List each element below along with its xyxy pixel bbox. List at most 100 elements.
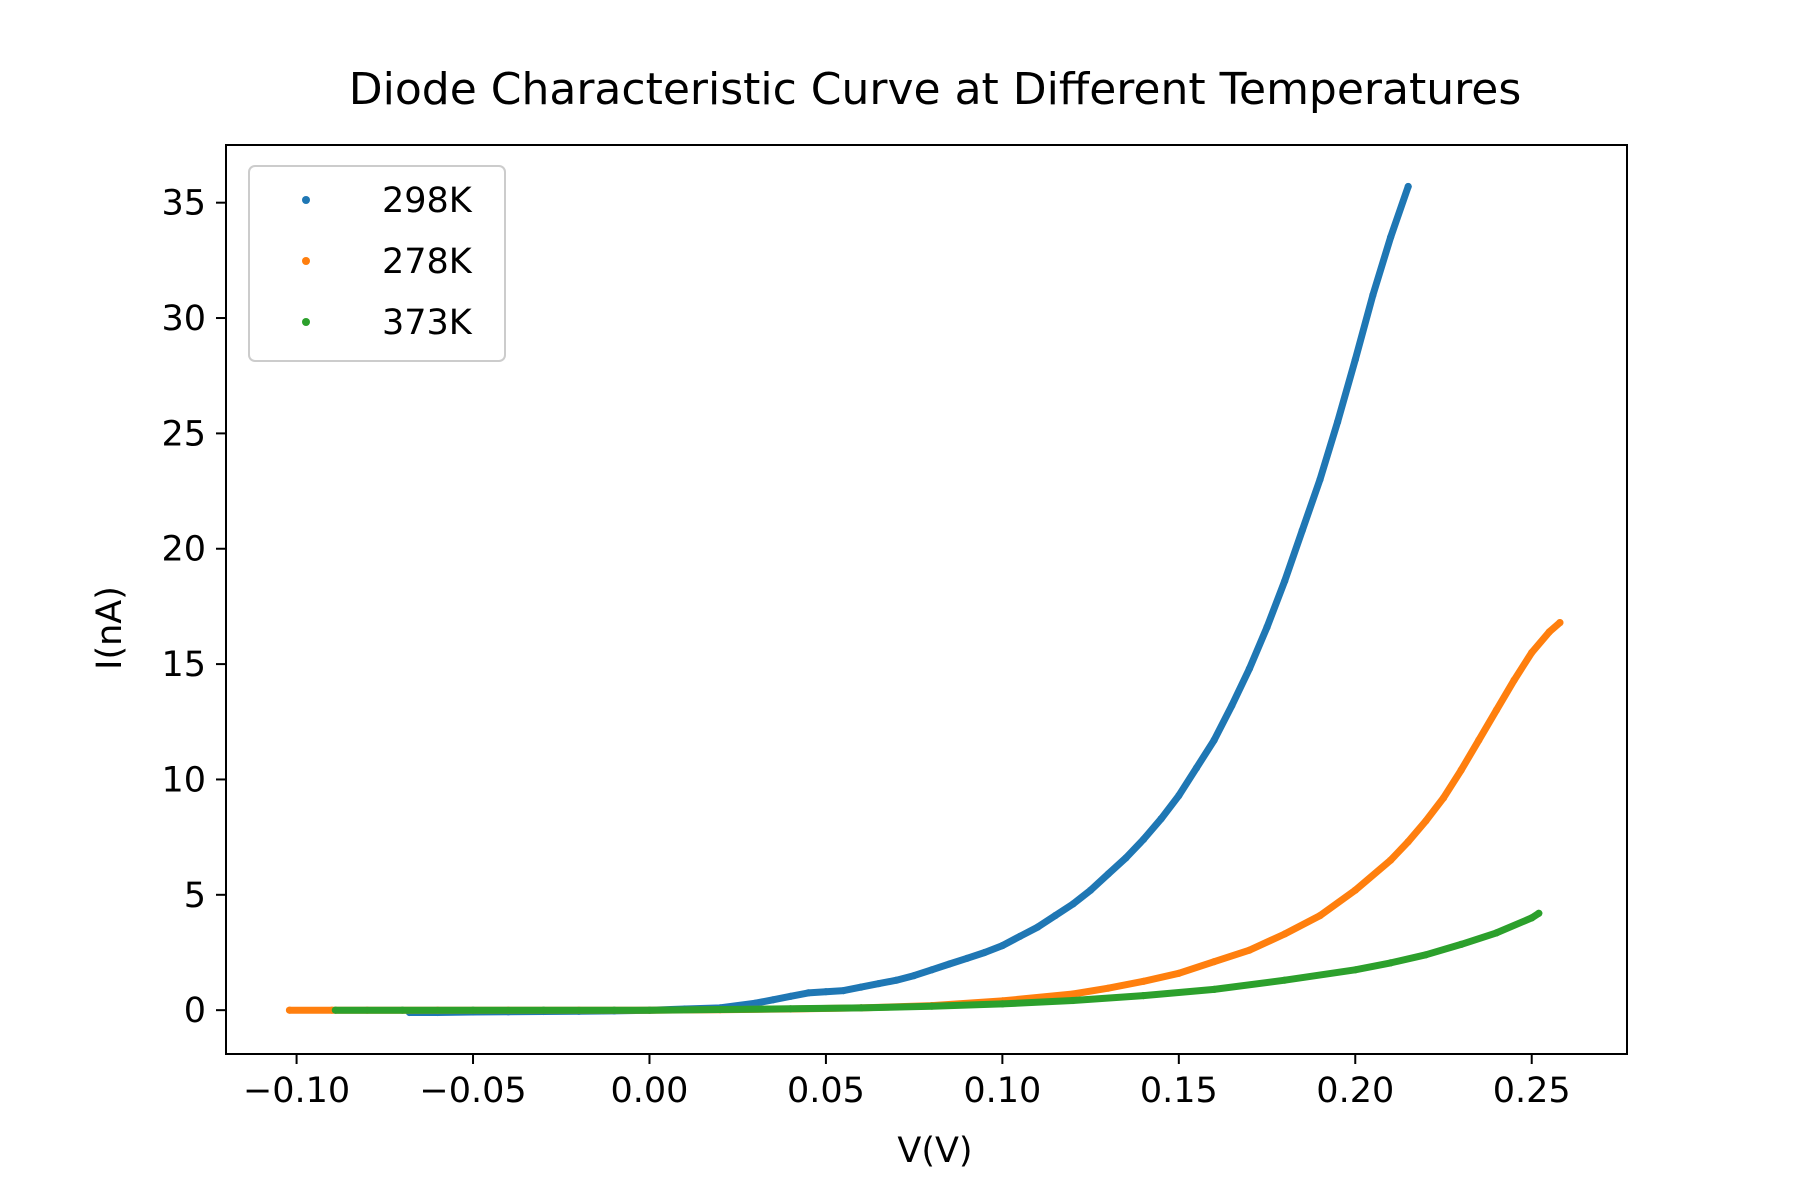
data-point [1528,649,1536,657]
data-point [1210,958,1218,966]
x-tick-label: 0.15 [1140,1071,1218,1111]
data-point [1139,835,1148,844]
data-point [1034,923,1042,931]
data-point [1556,619,1564,627]
y-tick-label: 20 [161,530,206,570]
data-point [928,966,936,974]
data-point [822,988,830,996]
data-point [469,1006,477,1014]
data-point [1510,676,1518,684]
x-tick-label: −0.10 [243,1071,350,1111]
data-point [285,1006,294,1014]
data-point [769,996,777,1004]
data-point [716,1005,724,1014]
legend-box [248,165,506,362]
x-tick-label: 0.20 [1316,1071,1394,1111]
data-point [910,972,918,980]
data-point [1492,929,1500,937]
data-point [1351,966,1359,974]
data-point [1422,951,1430,959]
legend-label: 298K [382,181,473,221]
data-point [1535,909,1543,917]
data-point [1175,792,1183,800]
legend-marker [302,257,310,265]
y-tick-label: 30 [161,299,206,339]
data-point [1087,886,1095,894]
data-point [787,1005,795,1013]
data-point [1281,976,1289,984]
data-point [645,1006,654,1014]
data-point [804,989,812,997]
y-tick-label: 15 [161,645,206,685]
data-point [1051,912,1059,920]
data-point [398,1006,406,1014]
data-point [1210,985,1218,994]
data-point [787,992,795,1000]
data-point [610,1006,618,1014]
data-point [1351,886,1359,894]
data-point [1475,736,1483,744]
data-point [1351,356,1359,364]
legend-marker [302,318,310,326]
data-point [1263,623,1271,631]
data-point [857,983,865,991]
y-tick-label: 5 [184,876,206,916]
data-point [1104,984,1112,992]
data-point [1069,900,1077,908]
x-tick-label: 0.05 [787,1071,865,1111]
x-tick-label: 0.25 [1493,1071,1571,1111]
data-point [1281,577,1289,585]
legend: 298K 278K 373K [248,165,506,362]
data-point [1457,940,1465,949]
data-point [1404,182,1412,191]
data-point [1369,291,1377,299]
y-tick-label: 0 [184,991,206,1031]
data-point [840,987,848,995]
y-axis: 0 5 10 15 20 25 30 35 [161,184,226,1031]
data-point [963,954,971,962]
legend-label: 373K [382,303,473,343]
legend-marker [302,196,310,204]
data-point [1245,665,1253,673]
data-point [1404,838,1412,846]
data-point [981,948,989,957]
data-point [1228,702,1236,710]
x-tick-label: 0.10 [963,1071,1041,1111]
data-point [1316,475,1324,484]
y-tick-label: 10 [161,760,206,800]
data-point [1139,977,1148,985]
data-point [1069,990,1077,998]
x-axis-label: V(V) [897,1131,972,1171]
data-point [857,1004,865,1012]
data-point [1192,764,1201,772]
data-point [1157,815,1165,823]
data-point [1528,914,1536,922]
data-point [1281,930,1289,938]
x-tick-label: −0.05 [419,1071,526,1111]
plot-area [285,182,1564,1017]
data-point [1316,912,1324,920]
data-point [1545,628,1553,636]
data-point [331,1006,339,1014]
data-point [1245,946,1253,954]
data-point [1387,959,1395,967]
x-axis: −0.10 −0.05 0.00 0.05 0.10 0.15 0.20 0.25 [243,1054,1571,1111]
data-point [1457,766,1465,774]
y-tick-label: 35 [161,184,206,224]
data-point [540,1006,548,1014]
data-point [945,960,954,968]
x-tick-label: 0.00 [611,1071,689,1111]
legend-label: 278K [382,242,473,282]
data-point [892,976,901,984]
y-tick-label: 25 [161,414,206,454]
data-point [751,999,759,1007]
data-point [1122,854,1130,862]
data-point [1387,233,1395,241]
data-point [1387,856,1395,864]
chart-title: Diode Characteristic Curve at Different … [349,64,1522,115]
data-point [1439,794,1448,802]
data-point [1104,870,1112,878]
data-point [998,942,1007,950]
data-point [928,1002,936,1010]
